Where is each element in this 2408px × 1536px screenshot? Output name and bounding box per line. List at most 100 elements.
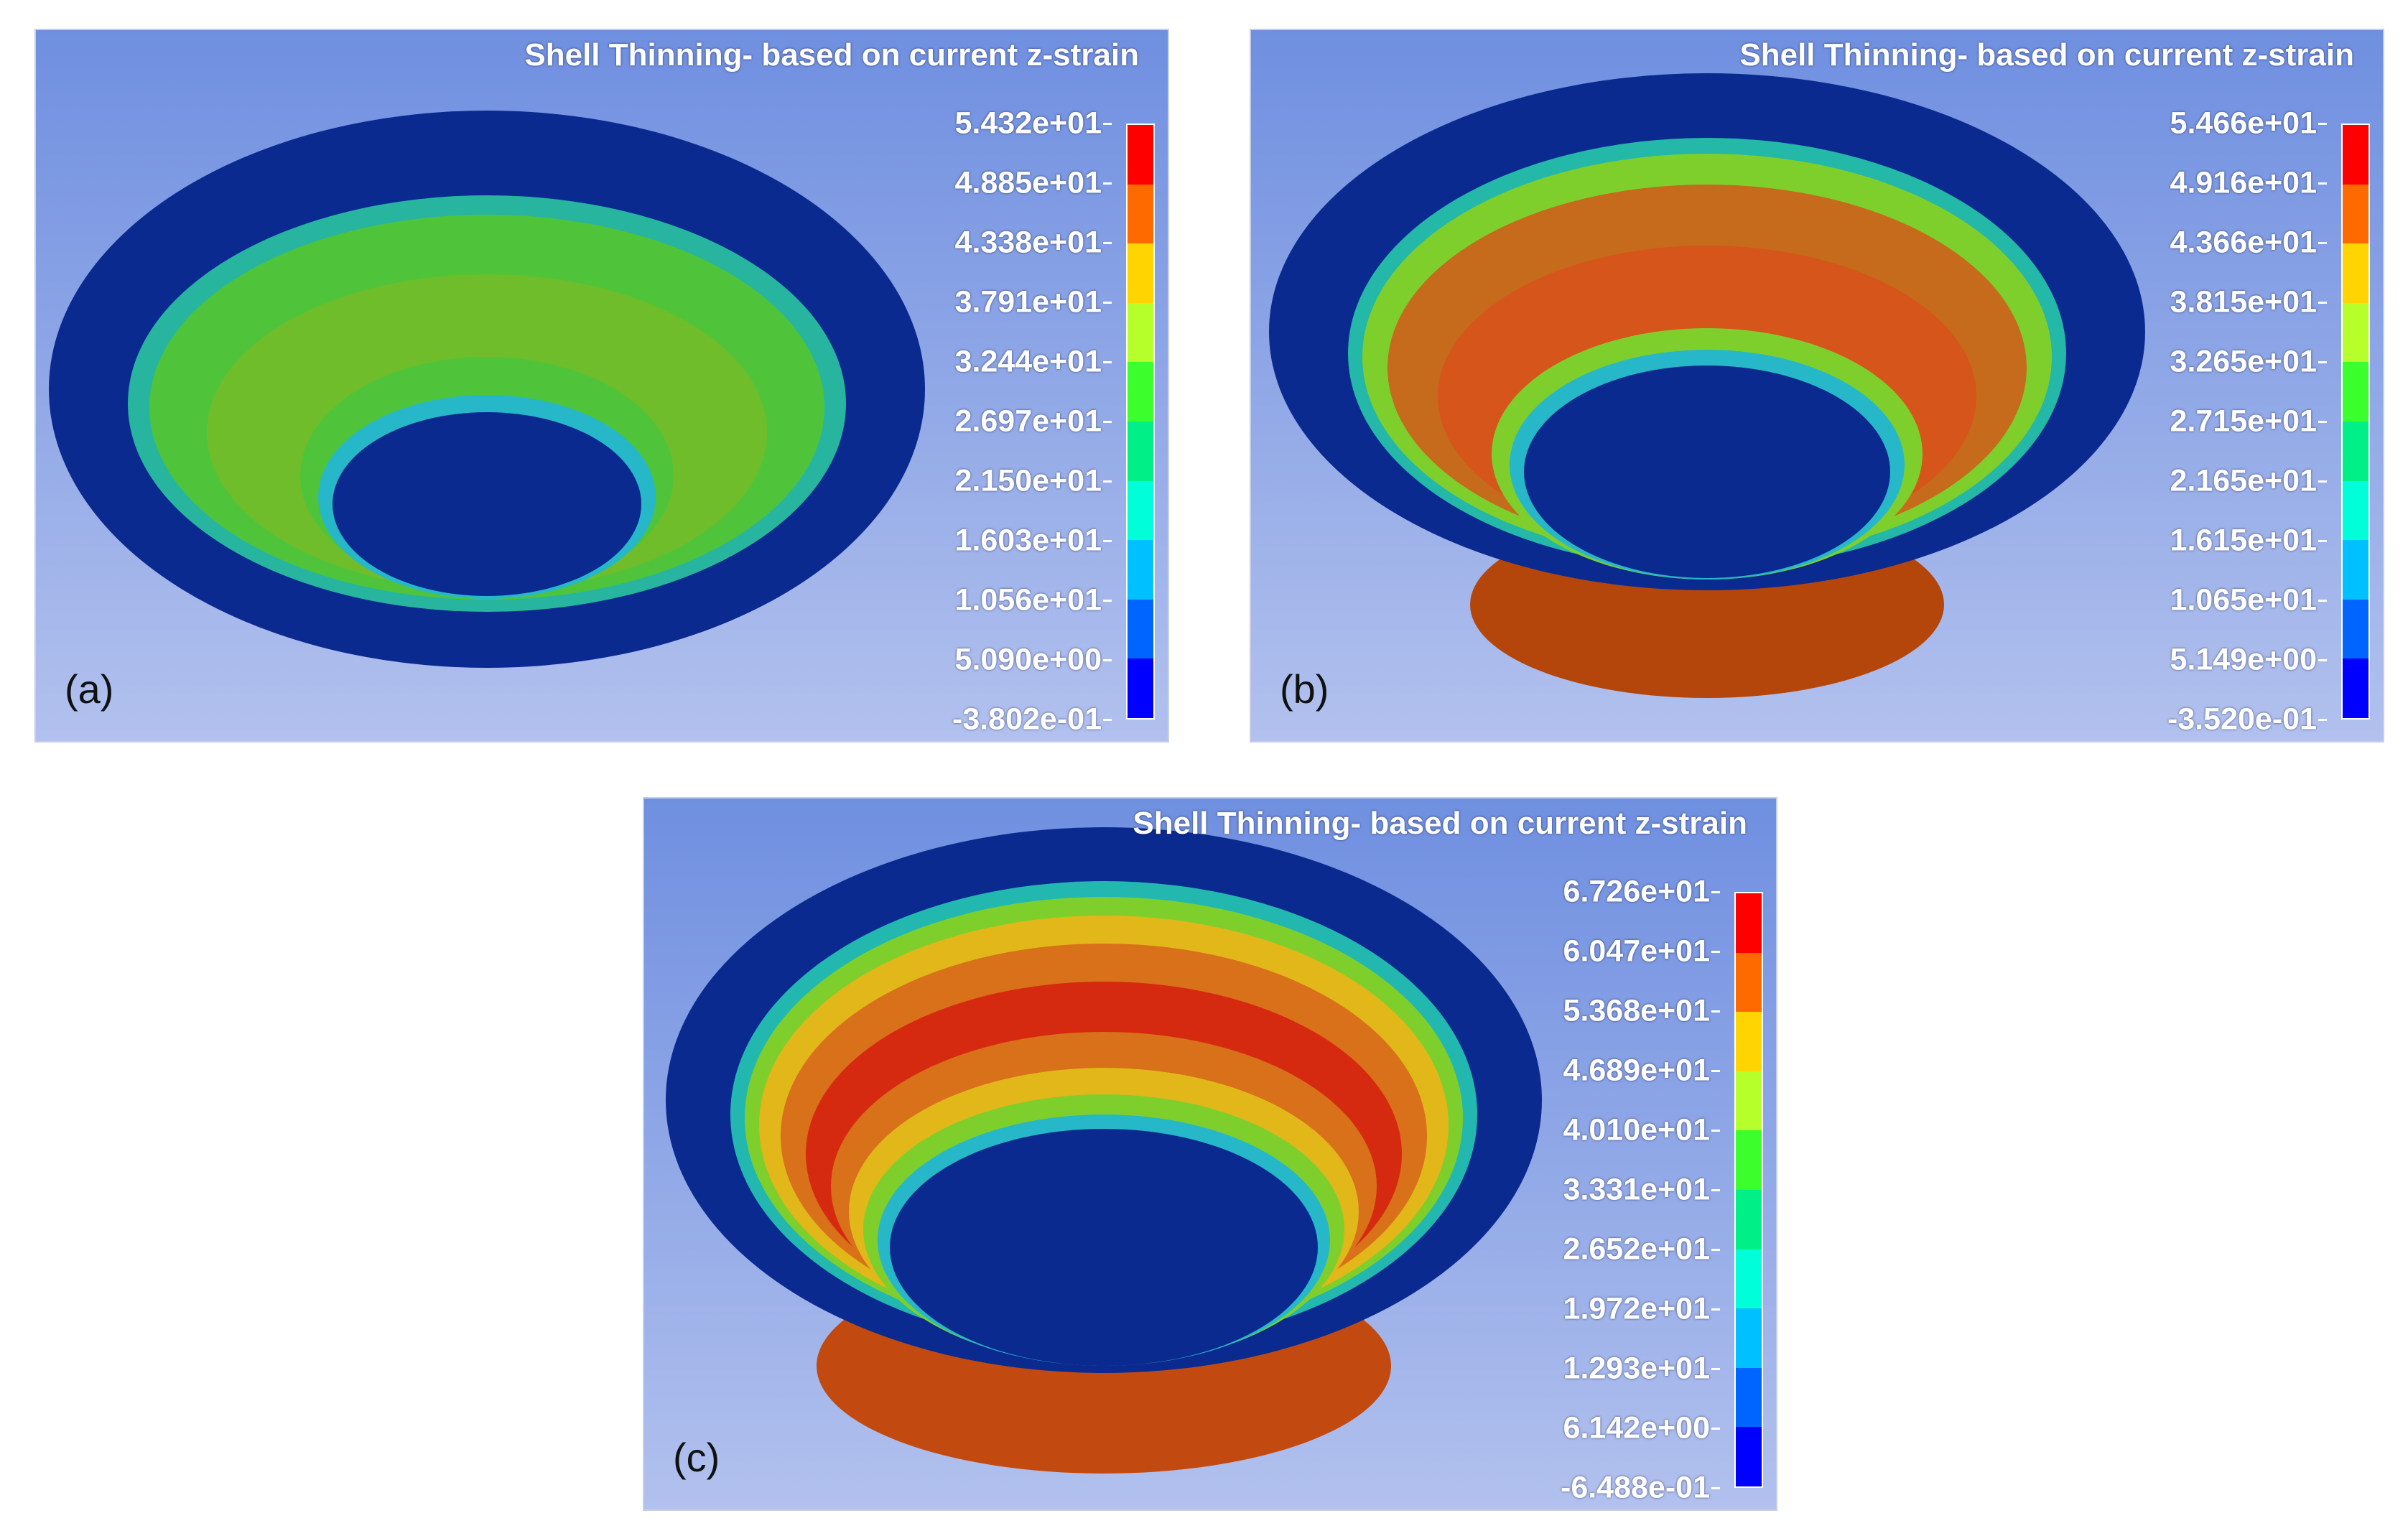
colorbar-segment xyxy=(1736,1249,1762,1309)
colorbar-tick-mark xyxy=(1103,600,1112,602)
colorbar-tick-mark xyxy=(1103,242,1112,244)
colorbar-segment xyxy=(2343,658,2369,718)
colorbar-segment xyxy=(2343,480,2369,541)
panel-label: (c) xyxy=(673,1435,720,1480)
colorbar-tick-mark xyxy=(1711,1010,1720,1013)
colorbar-tick-label: 4.689e+01 xyxy=(1563,1053,1710,1088)
colorbar-tick-label: 4.338e+01 xyxy=(954,225,1102,260)
plot-title: Shell Thinning- based on current z-strai… xyxy=(524,37,1139,73)
colorbar-tick-mark xyxy=(1711,1130,1720,1132)
colorbar xyxy=(2341,124,2370,720)
bowl-contour-plot-a xyxy=(36,30,1168,741)
colorbar-tick-mark xyxy=(1103,480,1112,483)
plot-title: Shell Thinning- based on current z-strai… xyxy=(1739,37,2354,73)
colorbar-tick-mark xyxy=(2318,421,2327,423)
colorbar-tick-label: 2.150e+01 xyxy=(954,463,1102,498)
colorbar-tick-mark xyxy=(1711,951,1720,953)
colorbar-segment xyxy=(1736,1189,1762,1249)
colorbar-tick-mark xyxy=(2318,182,2327,185)
colorbar-segment xyxy=(2343,184,2369,244)
colorbar-tick-label: 4.366e+01 xyxy=(2170,225,2317,260)
colorbar-tick-label: 6.726e+01 xyxy=(1563,874,1710,909)
plot-title: Shell Thinning- based on current z-strai… xyxy=(1133,806,1747,841)
colorbar-segment xyxy=(1736,1071,1762,1131)
colorbar-tick-mark xyxy=(2318,600,2327,602)
colorbar-tick-mark xyxy=(2318,123,2327,125)
colorbar-tick-label: 3.331e+01 xyxy=(1563,1172,1710,1207)
colorbar-tick-mark xyxy=(1103,421,1112,423)
colorbar-tick-label: 2.165e+01 xyxy=(2170,463,2317,498)
colorbar-tick-mark xyxy=(1711,1428,1720,1430)
colorbar-tick-label: 2.652e+01 xyxy=(1563,1232,1710,1267)
colorbar-segment xyxy=(1736,893,1762,953)
panel-label: (b) xyxy=(1280,666,1329,712)
colorbar-segment xyxy=(1736,952,1762,1013)
colorbar-tick-label: 2.697e+01 xyxy=(954,404,1102,439)
colorbar-tick-label: 1.065e+01 xyxy=(2170,582,2317,618)
colorbar-tick-mark xyxy=(2318,540,2327,542)
colorbar-tick-label: 1.293e+01 xyxy=(1563,1351,1710,1386)
colorbar-tick-label: 1.972e+01 xyxy=(1563,1291,1710,1326)
colorbar-segment xyxy=(1736,1130,1762,1190)
colorbar-segment xyxy=(1736,1012,1762,1071)
colorbar-tick-mark xyxy=(1103,659,1112,661)
colorbar-tick-label: 5.149e+00 xyxy=(2170,642,2317,677)
contour-panel-c: Shell Thinning- based on current z-strai… xyxy=(643,797,1777,1511)
colorbar-tick-label: 3.244e+01 xyxy=(954,344,1102,379)
colorbar-segment xyxy=(1128,125,1153,185)
colorbar-segment xyxy=(1736,1427,1762,1486)
colorbar-segment xyxy=(1736,1367,1762,1428)
colorbar-segment xyxy=(1128,243,1153,303)
colorbar-tick-mark xyxy=(1103,123,1112,125)
colorbar-tick-mark xyxy=(1103,540,1112,542)
colorbar-tick-label: 1.615e+01 xyxy=(2170,523,2317,558)
colorbar-tick-mark xyxy=(1103,302,1112,304)
colorbar-segment xyxy=(2343,243,2369,303)
colorbar-segment xyxy=(2343,125,2369,185)
colorbar-tick-label: 6.047e+01 xyxy=(1563,934,1710,969)
colorbar-tick-mark xyxy=(1711,1249,1720,1251)
colorbar-tick-label: 5.368e+01 xyxy=(1563,993,1710,1028)
colorbar-segment xyxy=(2343,302,2369,363)
colorbar-tick-label: 2.715e+01 xyxy=(2170,404,2317,439)
colorbar-tick-label: 4.885e+01 xyxy=(954,165,1102,200)
colorbar-tick-mark xyxy=(1711,1308,1720,1311)
colorbar-tick-label: 4.010e+01 xyxy=(1563,1112,1710,1148)
colorbar-tick-label: -6.488e-01 xyxy=(1561,1470,1710,1505)
colorbar-tick-label: 3.815e+01 xyxy=(2170,284,2317,320)
colorbar-tick-mark xyxy=(1103,719,1112,721)
colorbar-tick-mark xyxy=(2318,302,2327,304)
colorbar-tick-mark xyxy=(1711,1487,1720,1489)
colorbar-tick-label: 5.466e+01 xyxy=(2170,106,2317,141)
colorbar-segment xyxy=(1128,480,1153,541)
colorbar-segment xyxy=(2343,421,2369,481)
colorbar-tick-mark xyxy=(1711,1368,1720,1370)
colorbar-tick-label: 3.791e+01 xyxy=(954,284,1102,320)
panel-label: (a) xyxy=(65,666,114,712)
colorbar-segment xyxy=(1128,599,1153,659)
contour-panel-b: Shell Thinning- based on current z-strai… xyxy=(1250,29,2384,743)
colorbar-tick-label: 1.603e+01 xyxy=(954,523,1102,558)
colorbar-tick-mark xyxy=(2318,242,2327,244)
colorbar xyxy=(1126,124,1155,720)
colorbar xyxy=(1734,892,1763,1488)
colorbar-tick-label: 6.142e+00 xyxy=(1563,1410,1710,1446)
colorbar-segment xyxy=(1128,362,1153,422)
colorbar-segment xyxy=(2343,540,2369,600)
colorbar-segment xyxy=(1128,658,1153,718)
bowl-contour-plot-b xyxy=(1251,30,2383,741)
bowl-contour-plot-c xyxy=(644,799,1776,1509)
colorbar-tick-mark xyxy=(2318,480,2327,483)
colorbar-tick-label: -3.802e-01 xyxy=(952,702,1102,737)
colorbar-tick-mark xyxy=(2318,719,2327,721)
contour-panel-a: Shell Thinning- based on current z-strai… xyxy=(34,29,1169,743)
colorbar-tick-mark xyxy=(2318,659,2327,661)
colorbar-tick-label: 1.056e+01 xyxy=(954,582,1102,618)
colorbar-segment xyxy=(1128,421,1153,481)
colorbar-tick-label: -3.520e-01 xyxy=(2167,702,2317,737)
colorbar-tick-mark xyxy=(1103,182,1112,185)
colorbar-tick-label: 5.090e+00 xyxy=(954,642,1102,677)
colorbar-segment xyxy=(1736,1308,1762,1368)
colorbar-segment xyxy=(1128,302,1153,363)
colorbar-tick-mark xyxy=(1711,1070,1720,1072)
